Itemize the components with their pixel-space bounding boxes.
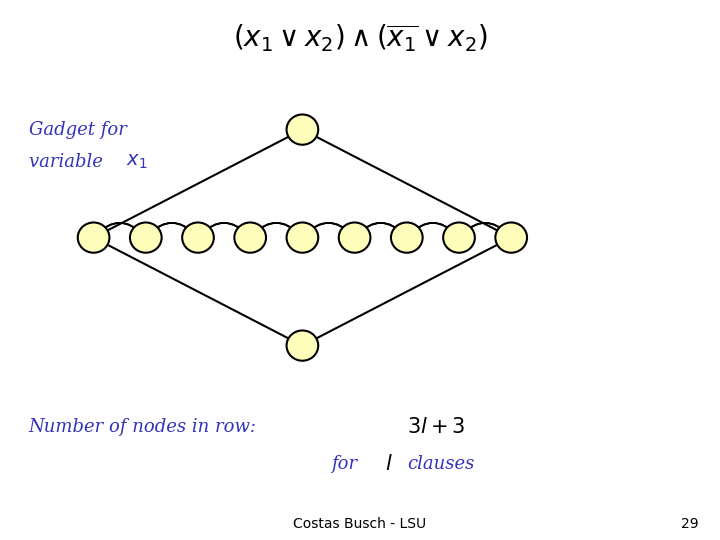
Text: Number of nodes in row:: Number of nodes in row: <box>29 417 257 436</box>
Text: Costas Busch - LSU: Costas Busch - LSU <box>294 517 426 531</box>
Ellipse shape <box>182 222 214 253</box>
Text: $3l+3$: $3l+3$ <box>407 416 465 437</box>
Text: Gadget for: Gadget for <box>29 120 127 139</box>
Ellipse shape <box>287 330 318 361</box>
Text: $\mathit{x}_1$: $\mathit{x}_1$ <box>126 153 148 171</box>
Ellipse shape <box>130 222 162 253</box>
Ellipse shape <box>443 222 474 253</box>
Text: for: for <box>331 455 357 474</box>
Ellipse shape <box>235 222 266 253</box>
Text: 29: 29 <box>681 517 698 531</box>
Ellipse shape <box>78 222 109 253</box>
Ellipse shape <box>495 222 527 253</box>
Ellipse shape <box>391 222 423 253</box>
Text: $l$: $l$ <box>385 454 393 475</box>
Ellipse shape <box>339 222 371 253</box>
Text: variable: variable <box>29 153 109 171</box>
Ellipse shape <box>287 222 318 253</box>
Text: $(x_1 \vee x_2) \wedge (\overline{x_1} \vee x_2)$: $(x_1 \vee x_2) \wedge (\overline{x_1} \… <box>233 22 487 53</box>
Text: clauses: clauses <box>407 455 474 474</box>
Ellipse shape <box>287 114 318 145</box>
